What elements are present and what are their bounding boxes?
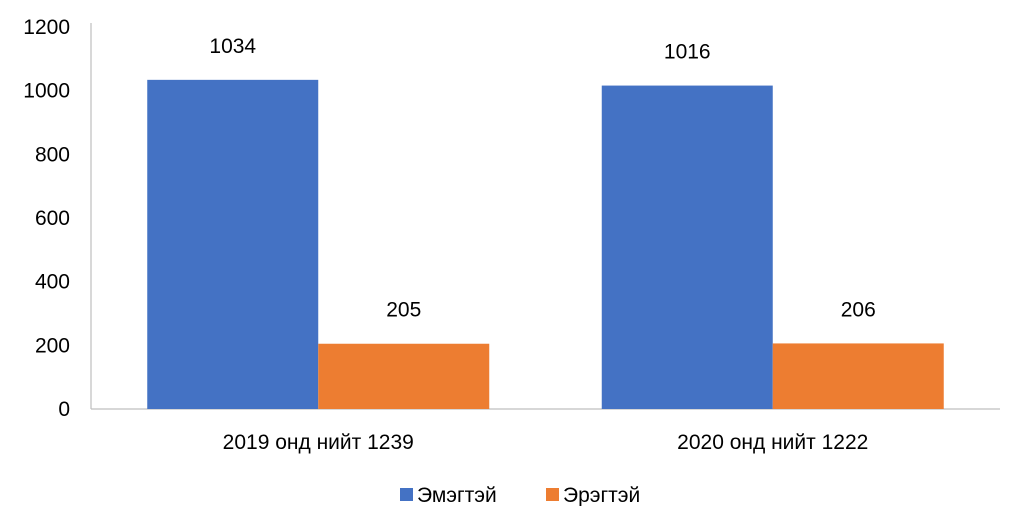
data-label: 1034 (209, 35, 256, 58)
bar-group (147, 79, 944, 410)
legend: Эмэгтэй Эрэгтэй (400, 484, 640, 506)
bar-female (601, 85, 773, 409)
legend-male: Эрэгтэй (546, 484, 640, 506)
y-tick-label: 800 (35, 143, 70, 166)
legend-swatch (400, 488, 413, 501)
y-tick-label: 200 (35, 334, 70, 357)
y-tick-label: 1200 (23, 16, 70, 39)
legend-label: Эрэгтэй (563, 484, 640, 506)
legend-label: Эмэгтэй (417, 484, 497, 506)
x-category-label: 2020 онд нийт 1222 (677, 431, 868, 454)
x-axis-category-labels: 2019 онд нийт 1239 2020 онд нийт 1222 (223, 431, 869, 454)
y-tick-label: 600 (35, 207, 70, 230)
y-tick-label: 400 (35, 271, 70, 294)
y-tick-label: 1000 (23, 80, 70, 103)
legend-female: Эмэгтэй (400, 484, 497, 506)
bar-male (318, 343, 490, 409)
data-label: 1016 (664, 41, 711, 64)
data-label: 205 (386, 299, 421, 322)
y-axis-tick-labels: 0 200 400 600 800 1000 1200 (23, 16, 70, 421)
legend-swatch (546, 488, 559, 501)
x-category-label: 2019 онд нийт 1239 (223, 431, 414, 454)
data-labels: 1034 205 1016 206 (209, 35, 875, 322)
y-tick-label: 0 (58, 398, 70, 421)
bar-male (772, 343, 944, 409)
bar-female (147, 79, 319, 410)
data-label: 206 (841, 298, 876, 321)
